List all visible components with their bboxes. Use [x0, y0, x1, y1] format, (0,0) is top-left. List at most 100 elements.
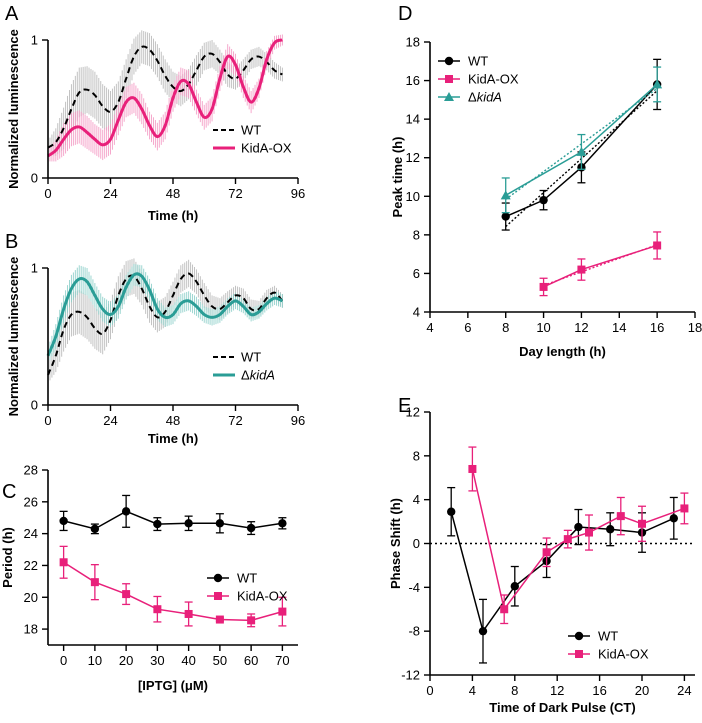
panel-b-x-tick-label: 72	[228, 413, 242, 428]
panel-c-label: C	[2, 481, 16, 503]
panel-b-line-mutant	[46, 272, 283, 357]
panel-a-y-axis-label: Normalized luminescence	[6, 29, 21, 189]
panel-b-legend-label: ΔkidA	[241, 368, 275, 383]
gene-name: kidA	[477, 90, 502, 105]
panel-d-point-kida-ox	[539, 282, 548, 291]
panel-c-point-wt	[90, 524, 100, 534]
panel-e-point-kida-ox	[542, 548, 551, 557]
panel-d-legend-label: WT	[468, 54, 488, 69]
panel-e-point-kida-ox	[616, 512, 625, 521]
panel-c-point-kida-ox	[215, 615, 224, 624]
panel-c-line-wt	[63, 510, 283, 530]
panel-c-line-kida-ox	[63, 561, 283, 622]
panel-e-y-tick-label: 0	[413, 536, 420, 551]
panel-c-x-tick-label: 30	[150, 653, 164, 668]
panel-e-y-tick-label: -8	[408, 624, 420, 639]
panel-e-point-wt	[574, 522, 583, 532]
panel-c-point-wt	[59, 516, 68, 526]
panel-c-point-wt	[278, 519, 287, 528]
panel-d-line-wt	[505, 83, 658, 218]
panel-e-series-kida-ox	[468, 446, 689, 625]
panel-a-line-wt	[47, 45, 283, 149]
panel-d-y-tick-label: 8	[413, 227, 420, 242]
panel-a-x-tick-label: 72	[228, 186, 242, 201]
panel-c-legend-label: KidA-OX	[237, 589, 288, 604]
panel-e-line-wt	[450, 511, 675, 633]
panel-c-x-tick-label: 40	[181, 653, 195, 668]
panel-c-point-wt	[121, 507, 131, 516]
gene-name: kidA	[250, 368, 275, 383]
panel-d-legend-marker	[444, 56, 454, 66]
panel-e-y-tick-label: -12	[401, 668, 420, 683]
panel-c-x-tick-label: 60	[244, 653, 258, 668]
panel-c: C 0 10 20 30 40 50 60 70 18 20 22 24 26 28 [IPTG] (μM) P…	[0, 463, 298, 693]
panel-d-x-tick-label: 10	[536, 320, 550, 335]
panel-d-fit-line-dkida	[505, 87, 658, 200]
panel-a-legend-label: KidA-OX	[241, 141, 292, 156]
delta-symbol: Δ	[241, 368, 250, 383]
panel-d-legend-marker	[445, 75, 453, 83]
panel-e-point-kida-ox	[680, 504, 689, 513]
panel-b-x-tick-label: 96	[291, 413, 305, 428]
panel-e-y-tick-label: -4	[408, 580, 420, 595]
panel-b-legend-label: WT	[241, 350, 261, 365]
panel-d-fit-line-kida-ox	[543, 244, 658, 287]
panel-d-y-tick-label: 4	[413, 305, 420, 320]
panel-d-y-axis-label: Peak time (h)	[390, 137, 405, 218]
panel-c-x-tick-label: 10	[88, 653, 102, 668]
panel-e-point-kida-ox	[468, 464, 477, 473]
panel-e-legend-marker	[575, 650, 583, 658]
panel-d-point-kida-ox	[577, 265, 586, 274]
panel-d-x-tick-label: 16	[650, 320, 664, 335]
panel-c-point-kida-ox	[278, 607, 287, 616]
panel-e-point-wt	[510, 582, 519, 591]
panel-c-point-kida-ox	[122, 590, 131, 599]
panel-a-x-axis-label: Time (h)	[148, 208, 198, 223]
panel-a-x-tick-label: 96	[291, 186, 305, 201]
panel-d-legend-label: ΔkidA	[468, 90, 502, 105]
panel-d-series-kida-ox	[539, 231, 662, 297]
panel-e-y-tick-label: 4	[413, 492, 420, 507]
panel-e-x-tick-label: 4	[469, 683, 476, 698]
panel-c-x-tick-label: 0	[60, 653, 67, 668]
panel-a-y-tick-label: 1	[31, 33, 38, 48]
panel-d-y-tick-label: 18	[406, 35, 420, 50]
panel-d-x-tick-label: 6	[464, 320, 471, 335]
panel-e-x-axis-label: Time of Dark Pulse (CT)	[489, 700, 635, 715]
panel-a: A 0 24 48 72 96 0 1 Time (h) Normalized luminesce…	[5, 3, 305, 223]
panel-c-point-kida-ox	[247, 616, 256, 625]
panel-d-y-tick-label: 16	[406, 73, 420, 88]
panel-e-x-tick-label: 16	[592, 683, 606, 698]
panel-d-x-tick-label: 8	[502, 320, 509, 335]
panel-d-x-tick-label: 18	[688, 320, 702, 335]
panel-e-legend-label: KidA-OX	[598, 647, 649, 662]
panel-c-y-tick-label: 20	[24, 590, 38, 605]
panel-a-line-mutant	[47, 38, 283, 158]
panel-d-x-tick-label: 12	[574, 320, 588, 335]
panel-e-y-tick-label: 12	[406, 405, 420, 420]
panel-a-x-tick-label: 0	[44, 186, 51, 201]
panel-a-x-tick-label: 48	[166, 186, 180, 201]
panel-e-point-wt	[447, 507, 456, 516]
panel-e-point-wt	[478, 626, 488, 636]
panel-c-point-kida-ox	[184, 609, 193, 618]
panel-e: E 0 4 8 12 16 20 24 -12 -8 -4 0 4 8 12 Time of Dark Pul…	[388, 395, 695, 715]
panel-d: D 4 6 8 10 12 14 16 18 4 6 8 10 12 14 16 18 Day length (h…	[390, 3, 702, 359]
panel-d-y-tick-label: 10	[406, 189, 420, 204]
panel-c-point-wt	[215, 519, 225, 528]
panel-c-x-tick-label: 50	[213, 653, 227, 668]
panel-c-y-tick-label: 22	[24, 558, 38, 573]
panel-e-y-tick-label: 8	[413, 448, 420, 463]
panel-b-x-axis-label: Time (h)	[148, 431, 198, 446]
panel-d-line-kida-ox	[543, 244, 658, 288]
panel-c-legend-label: WT	[237, 571, 257, 586]
panel-d-point-dkida	[652, 79, 663, 89]
panel-c-y-axis-label: Period (h)	[0, 527, 15, 588]
panel-c-point-wt	[153, 519, 162, 529]
panel-c-point-kida-ox	[59, 558, 68, 567]
panel-c-legend-marker	[214, 592, 222, 600]
panel-b-y-tick-label: 1	[31, 261, 38, 276]
panel-b-label: B	[5, 231, 18, 253]
panel-b-y-tick-label: 0	[31, 398, 38, 413]
